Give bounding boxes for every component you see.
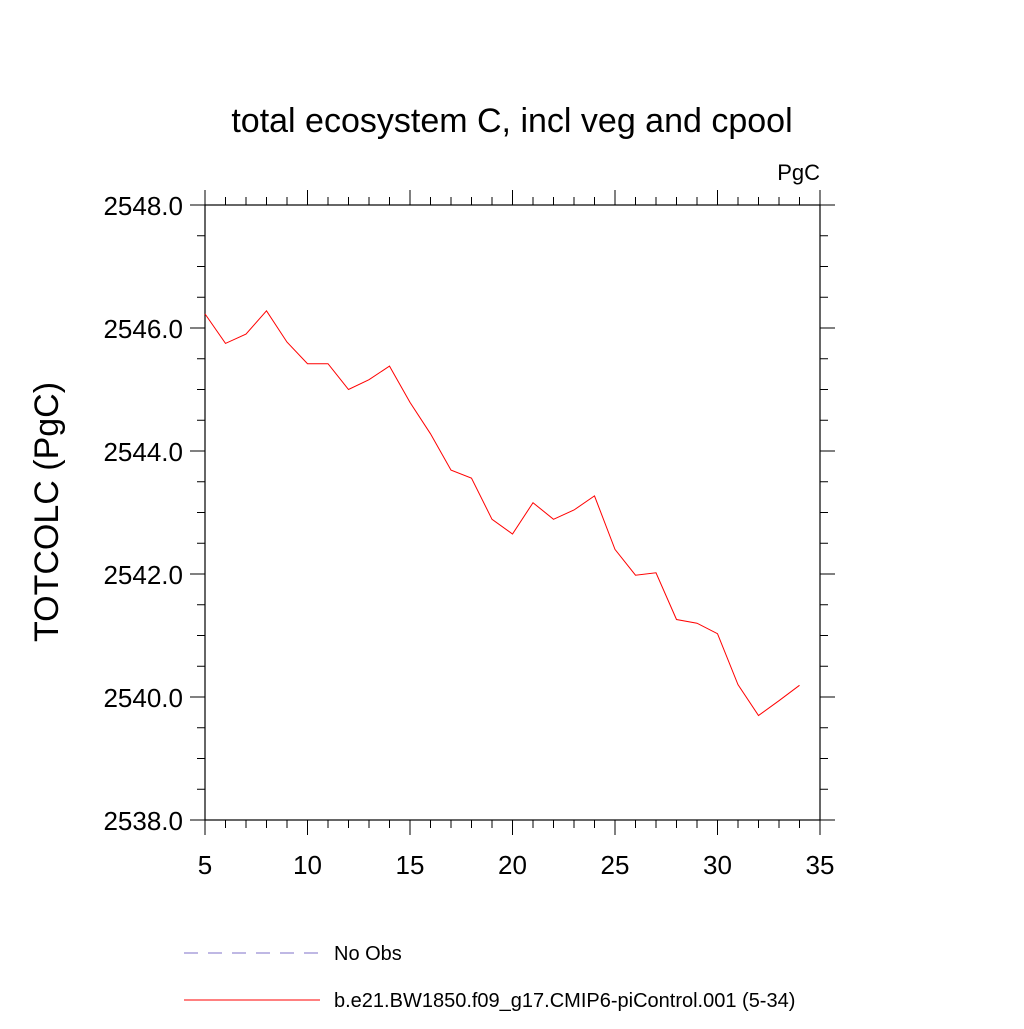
- series-line: [204, 309, 800, 717]
- x-tick-label: 15: [396, 850, 425, 880]
- legend-label: No Obs: [334, 943, 402, 965]
- legend-label: b.e21.BW1850.f09_g17.CMIP6-piControl.001…: [334, 990, 795, 1012]
- chart-title: total ecosystem C, incl veg and cpool: [231, 102, 792, 140]
- y-tick-label: 2538.0: [103, 806, 183, 836]
- units-label: PgC: [777, 160, 820, 185]
- axis-ticks: [190, 190, 835, 835]
- y-tick-label: 2540.0: [103, 683, 183, 713]
- x-tick-label: 30: [703, 850, 732, 880]
- y-tick-label: 2542.0: [103, 560, 183, 590]
- y-tick-label: 2548.0: [103, 191, 183, 221]
- x-tick-label: 25: [601, 850, 630, 880]
- y-axis-label: TOTCOLC (PgC): [28, 382, 66, 642]
- x-tick-label: 35: [806, 850, 835, 880]
- y-tick-label: 2546.0: [103, 314, 183, 344]
- legend: No Obs b.e21.BW1850.f09_g17.CMIP6-piContr…: [184, 943, 795, 1012]
- axis-tick-labels: 5 10 15 20 25 30 35 2538.0 2540.0 2542.0 2544.0 254…: [103, 191, 834, 880]
- x-tick-label: 20: [498, 850, 527, 880]
- series-layer: [204, 309, 800, 717]
- y-tick-label: 2544.0: [103, 437, 183, 467]
- x-tick-label: 10: [293, 850, 322, 880]
- x-tick-label: 5: [198, 850, 212, 880]
- plot-frame: [204, 204, 821, 821]
